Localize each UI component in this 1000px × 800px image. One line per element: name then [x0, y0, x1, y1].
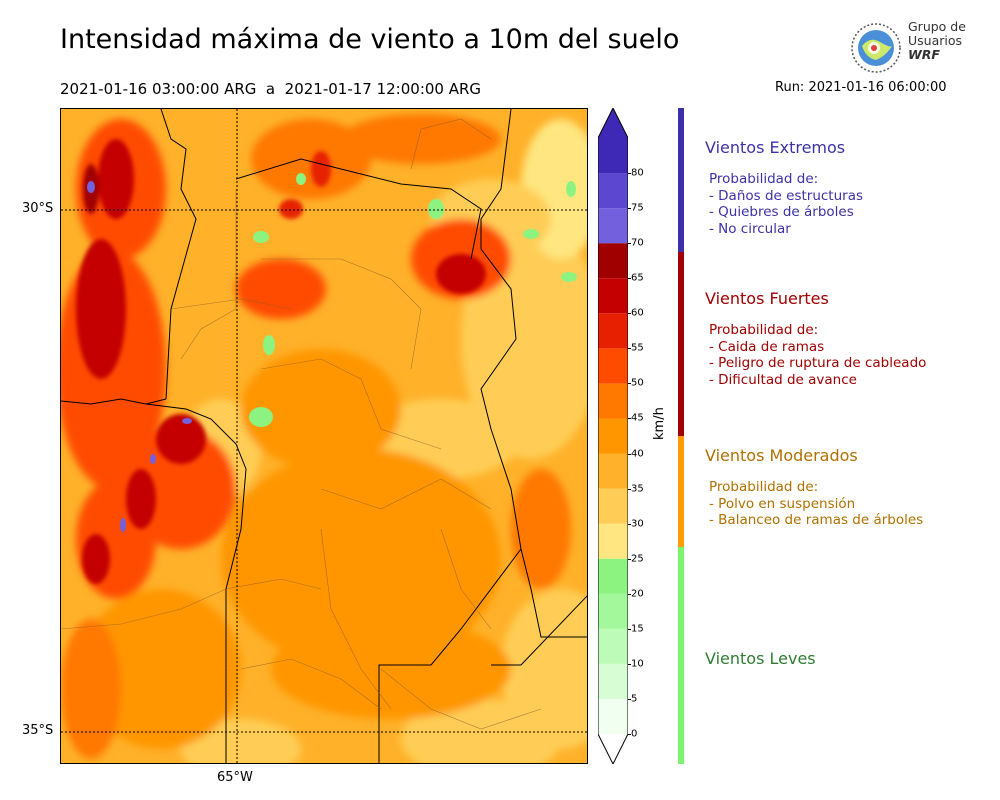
- colorbar-tick-label: 45: [631, 412, 644, 424]
- colorbar-tick-label: 40: [631, 448, 644, 460]
- forecast-period: 2021-01-16 03:00:00 ARG a 2021-01-17 12:…: [60, 80, 482, 98]
- colorbar-segment: [598, 348, 628, 384]
- colorbar-extend-min: [598, 734, 628, 764]
- colorbar-unit: km/h: [652, 407, 667, 440]
- logo-text-2: Usuarios: [908, 33, 963, 48]
- lon-label-65w: 65°W: [217, 770, 253, 785]
- colorbar-tick-label: 30: [631, 518, 644, 530]
- category-description-line: - Caida de ramas: [709, 338, 825, 355]
- colorbar-tick-label: 5: [631, 693, 638, 705]
- colorbar-tick: [628, 698, 631, 700]
- colorbar-tick: [628, 208, 631, 210]
- wind-field: [61, 109, 587, 763]
- category-description: Probabilidad de: - Daños de estructuras - …: [709, 171, 863, 237]
- category-bar: [678, 108, 684, 252]
- colorbar-segment: [598, 698, 628, 734]
- colorbar-tick-label: 55: [631, 342, 644, 354]
- colorbar-tick: [628, 663, 631, 665]
- colorbar-segment: [598, 243, 628, 279]
- globe-logo-icon: [851, 23, 901, 73]
- category-bar: [678, 436, 684, 547]
- colorbar-tick: [628, 348, 631, 350]
- colorbar-tick-label: 10: [631, 658, 644, 670]
- colorbar-tick-label: 35: [631, 483, 644, 495]
- category-title: Vientos Leves: [705, 649, 816, 668]
- colorbar-tick: [628, 523, 631, 525]
- colorbar-tick: [628, 453, 631, 455]
- colorbar-tick-label: 50: [631, 377, 644, 389]
- colorbar-tick-label: 80: [631, 167, 644, 179]
- category-bar: [678, 252, 684, 436]
- colorbar-segment: [598, 383, 628, 419]
- category-bar: [678, 547, 684, 764]
- colorbar-tick-label: 75: [631, 202, 644, 214]
- colorbar-tick-label: 60: [631, 307, 644, 319]
- category-description-line: Probabilidad de:: [709, 479, 819, 495]
- colorbar-extend-max: [598, 108, 628, 138]
- run-time: Run: 2021-01-16 06:00:00: [775, 80, 947, 95]
- colorbar-tick-label: 70: [631, 237, 644, 249]
- colorbar-segment: [598, 418, 628, 454]
- category-description-line: - Dificultad de avance: [709, 371, 857, 388]
- colorbar-tick: [628, 173, 631, 175]
- colorbar-tick: [628, 488, 631, 490]
- colorbar-segment: [598, 453, 628, 489]
- category-description-line: Probabilidad de:: [709, 171, 819, 187]
- category-description-line: Probabilidad de:: [709, 322, 819, 338]
- category-title: Vientos Fuertes: [705, 289, 829, 308]
- colorbar-tick-label: 0: [631, 728, 638, 740]
- category-description-line: - Peligro de ruptura de cableado: [709, 355, 927, 371]
- colorbar-segment: [598, 558, 628, 594]
- colorbar-tick: [628, 243, 631, 245]
- colorbar-segment: [598, 488, 628, 524]
- colorbar: [598, 108, 628, 764]
- category-title: Vientos Extremos: [705, 138, 846, 157]
- category-description: Probabilidad de: - Caida de ramas - Peligr…: [709, 322, 926, 388]
- colorbar-segment: [598, 278, 628, 314]
- colorbar-segment: [598, 663, 628, 699]
- colorbar-tick-label: 20: [631, 588, 644, 600]
- colorbar-tick: [628, 418, 631, 420]
- colorbar-tick: [628, 383, 631, 385]
- colorbar-tick: [628, 734, 631, 735]
- lat-label-35s: 35°S: [22, 723, 54, 738]
- colorbar-segment: [598, 313, 628, 349]
- colorbar-segment: [598, 593, 628, 629]
- colorbar-segment: [598, 523, 628, 559]
- colorbar-segment: [598, 208, 628, 244]
- colorbar-tick: [628, 278, 631, 280]
- colorbar-tick: [628, 313, 631, 315]
- colorbar-tick: [628, 628, 631, 630]
- colorbar-tick-label: 15: [631, 623, 644, 635]
- colorbar-tick-label: 65: [631, 272, 644, 284]
- category-description: Probabilidad de: - Polvo en suspensión - B…: [709, 479, 923, 529]
- category-description-line: - Balanceo de ramas de árboles: [709, 512, 924, 528]
- logo-text-1: Grupo de: [908, 19, 966, 34]
- category-description-line: - Polvo en suspensión: [709, 495, 856, 512]
- colorbar-segment: [598, 628, 628, 664]
- colorbar-tick: [628, 558, 631, 560]
- category-description-line: - No circular: [709, 220, 791, 237]
- category-title: Vientos Moderados: [705, 446, 858, 465]
- logo: Grupo de Usuarios WRF: [846, 16, 976, 76]
- colorbar-segment: [598, 173, 628, 209]
- wind-map: [60, 108, 588, 764]
- category-description-line: - Daños de estructuras: [709, 187, 864, 204]
- colorbar-tick-label: 25: [631, 553, 644, 565]
- colorbar-tick: [628, 593, 631, 595]
- category-description-line: - Quiebres de árboles: [709, 204, 854, 220]
- chart-title: Intensidad máxima de viento a 10m del su…: [60, 24, 680, 55]
- lat-label-30s: 30°S: [22, 201, 54, 216]
- logo-text-3: WRF: [908, 47, 940, 62]
- colorbar-segment: [598, 138, 628, 174]
